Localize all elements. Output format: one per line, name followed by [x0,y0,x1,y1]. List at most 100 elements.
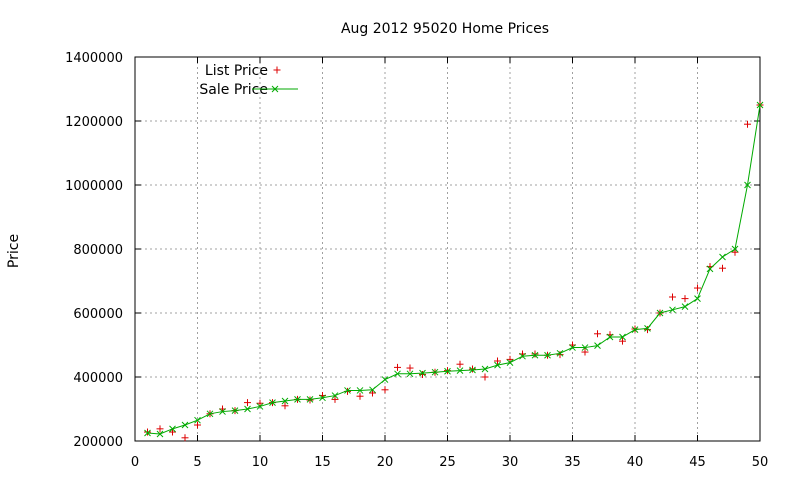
data-point-sale-price-b [681,303,689,310]
data-point-sale-price [194,416,201,424]
data-point-list-price [719,264,726,272]
data-point-sale-price [219,408,226,415]
data-point-sale-price-b [344,387,351,394]
data-point-list-price [681,295,689,303]
data-point-sale-price-b [256,403,264,410]
x-tick-label: 30 [502,455,519,470]
data-point-sale-price-b [194,416,201,424]
data-point-list-price [669,293,676,301]
y-tick-label: 200000 [73,435,123,450]
data-point-sale-price-b [331,392,339,399]
data-point-list-price [731,248,739,256]
data-point-sale-price-b [481,365,489,373]
data-point-sale-price-b [294,396,301,403]
data-point-sale-price-b [306,396,314,403]
data-point-sale-price [444,367,451,375]
data-point-list-price [394,363,401,371]
data-point-sale-price-b [719,253,726,261]
data-point-sale-price-b [319,394,326,402]
data-point-sale-price [669,306,676,314]
data-point-list-price [356,392,364,400]
data-point-sale-price [169,425,176,433]
x-tick-label: 0 [131,455,139,470]
data-point-sale-price [656,309,664,317]
data-point-sale-price [181,421,189,429]
data-point-sale-price-b [144,429,151,437]
data-point-sale-price [344,387,351,394]
data-point-sale-price-b [706,265,714,273]
data-point-list-price [494,357,501,365]
data-point-sale-price [406,370,414,378]
data-point-sale-price-b [756,101,764,109]
data-point-sale-price-b [469,366,476,374]
legend: List Price Sale Price [199,63,298,98]
data-point-list-price [531,350,539,358]
data-point-list-price [181,434,189,442]
data-point-sale-price [544,351,551,359]
data-point-sale-price [456,367,464,374]
data-point-sale-price-b [169,425,176,433]
data-point-sale-price-b [394,370,401,378]
data-point-sale-price-b [156,430,164,438]
data-point-list-price [744,120,751,128]
data-point-sale-price [556,349,564,357]
data-point-sale-price [431,368,439,376]
data-point-sale-price [569,344,576,351]
x-tick-label: 45 [689,455,706,470]
x-tick-label: 35 [564,455,581,470]
data-point-sale-price-b [606,333,614,341]
data-point-sale-price [631,326,639,333]
data-point-sale-price [369,386,376,394]
data-point-sale-price [606,333,614,341]
data-point-sale-price-b [656,309,664,317]
data-point-sale-price [319,394,326,402]
data-point-sale-price [594,342,601,349]
data-point-sale-price [756,101,764,109]
y-tick-label: 400000 [73,371,123,386]
data-point-list-price [506,355,514,363]
data-point-sale-price-b [219,408,226,415]
data-point-sale-price-b [581,344,589,351]
data-point-list-price [331,395,339,403]
data-point-sale-price-b [519,352,526,360]
data-point-sale-price-b [531,351,539,359]
x-tick-label: 25 [439,455,456,470]
data-point-list-price [156,425,164,433]
data-point-sale-price-b [619,333,626,341]
y-axis-label: Price [6,234,22,268]
data-point-sale-price-b [269,399,276,406]
data-point-list-price [194,421,201,429]
data-point-sale-price [619,333,626,341]
data-point-sale-price [719,253,726,261]
data-point-list-price [644,326,651,334]
data-point-sale-price [331,392,339,399]
legend-marker-sale-price [271,85,279,93]
data-point-sale-price-b [744,181,751,189]
data-point-sale-price-b [731,245,739,253]
data-point-sale-price [231,407,239,414]
data-point-sale-price [281,397,289,405]
data-point-list-price [406,364,414,372]
x-tick-label: 15 [314,455,331,470]
y-tick-label: 1200000 [65,115,123,130]
data-point-sale-price-b [494,361,501,369]
data-point-sale-price-b [594,342,601,349]
data-point-sale-price [694,295,701,302]
y-tick-label: 600000 [73,307,123,322]
data-point-list-price [169,428,176,436]
data-point-sale-price [294,396,301,403]
data-point-list-price [369,389,376,397]
x-tick-label: 10 [252,455,269,470]
data-point-sale-price [381,376,389,383]
data-point-list-price [469,365,476,373]
axis-ticks: 0 5 10 15 20 25 30 35 40 45 50 200000 400000 600000 80… [65,51,768,470]
data-point-list-price [419,370,426,378]
data-point-sale-price [356,387,364,394]
data-point-list-price [144,428,151,436]
data-point-sale-price [481,365,489,373]
legend-label-sale-price: Sale Price [199,82,268,98]
data-point-sale-price [744,181,751,189]
data-point-sale-price [206,410,214,418]
data-point-sale-price [144,429,151,437]
data-point-sale-price [469,366,476,374]
